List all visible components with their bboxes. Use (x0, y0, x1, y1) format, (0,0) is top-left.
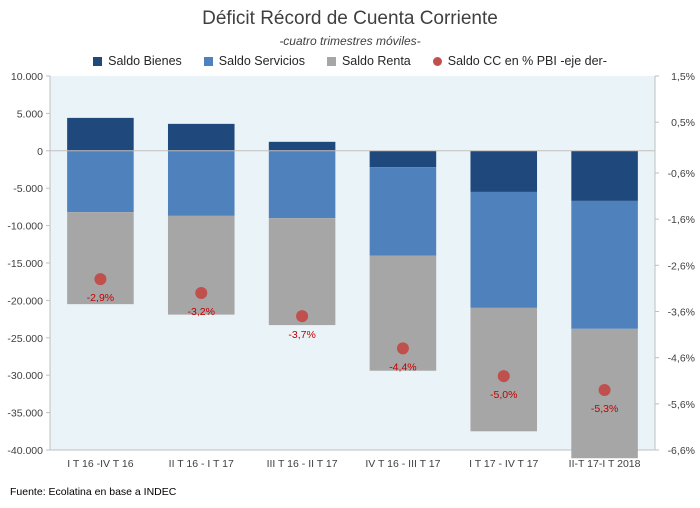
y-tick-label: -25.000 (7, 333, 43, 345)
y-tick-label: -40.000 (7, 445, 43, 457)
legend-swatch-cc (432, 56, 442, 66)
bar-saldo-servicios (571, 200, 638, 329)
y-tick-label: 0 (37, 146, 43, 158)
legend-item-saldo-bienes: Saldo Bienes (93, 54, 182, 68)
legend-label-renta: Saldo Renta (341, 54, 411, 68)
cc-point (296, 310, 309, 323)
y2-tick-label: -2,6% (668, 260, 695, 272)
legend-label-servicios: Saldo Servicios (218, 54, 305, 68)
bar-saldo-renta (167, 215, 235, 315)
legend-item-saldo-servicios: Saldo Servicios (203, 54, 305, 68)
cc-point (497, 370, 510, 383)
bar-saldo-renta (470, 307, 538, 432)
legend-item-saldo-cc: Saldo CC en % PBI -eje der- (432, 54, 607, 68)
bar-saldo-renta (268, 218, 336, 326)
cc-point (94, 273, 107, 286)
y-tick-label: -20.000 (7, 295, 43, 307)
bar-saldo-bienes (571, 150, 638, 201)
y2-tick-label: -4,6% (668, 353, 695, 365)
legend-swatch-servicios (203, 56, 213, 66)
bar-saldo-bienes (67, 117, 134, 151)
bar-saldo-servicios (470, 191, 538, 308)
bar-saldo-servicios (268, 150, 336, 219)
y2-tick-label: -5,6% (668, 399, 695, 411)
x-tick-label: II-T 17-I T 2018 (569, 458, 641, 470)
chart-title: Déficit Récord de Cuenta Corriente (202, 8, 498, 29)
y-tick-label: -35.000 (7, 408, 43, 420)
chart-subtitle: -cuatro trimestres móviles- (279, 34, 421, 48)
legend: Saldo Bienes Saldo Servicios Saldo Renta… (0, 54, 700, 68)
bar-saldo-bienes (369, 150, 437, 168)
x-tick-label: I T 17 - IV T 17 (469, 458, 538, 470)
bar-saldo-servicios (369, 167, 437, 256)
x-tick-label: I T 16 -IV T 16 (67, 458, 134, 470)
bar-saldo-servicios (167, 150, 235, 216)
y2-tick-label: 1,5% (671, 71, 695, 83)
plot-area (50, 76, 655, 450)
cc-data-label: -5,3% (591, 403, 618, 415)
legend-item-saldo-renta: Saldo Renta (326, 54, 411, 68)
y2-tick-label: -6,6% (668, 445, 695, 457)
legend-label-bienes: Saldo Bienes (108, 54, 182, 68)
y-tick-label: -5.000 (13, 183, 43, 195)
legend-swatch-bienes (93, 56, 103, 66)
x-tick-label: II T 16 - I T 17 (169, 458, 234, 470)
bar-saldo-bienes (167, 123, 235, 151)
y2-tick-label: -3,6% (668, 306, 695, 318)
y-tick-label: 5.000 (17, 108, 43, 120)
cc-data-label: -5,0% (490, 389, 517, 401)
legend-swatch-renta (326, 56, 336, 66)
y-tick-label: -30.000 (7, 370, 43, 382)
cc-data-label: -4,4% (389, 361, 416, 373)
cc-point (598, 383, 611, 396)
y-tick-label: -10.000 (7, 221, 43, 233)
bar-saldo-renta (67, 212, 134, 305)
x-tick-label: IV T 16 - III T 17 (365, 458, 440, 470)
bar-saldo-servicios (67, 150, 134, 213)
y2-tick-label: -1,6% (668, 214, 695, 226)
cc-data-label: -3,7% (288, 329, 315, 341)
bar-saldo-bienes (268, 141, 336, 151)
bar-saldo-bienes (470, 150, 538, 192)
cc-point (195, 287, 208, 300)
cc-data-label: -2,9% (87, 292, 114, 304)
y2-tick-label: 0,5% (671, 117, 695, 129)
cc-point (396, 342, 409, 355)
x-tick-label: III T 16 - II T 17 (267, 458, 338, 470)
y-tick-label: 10.000 (11, 71, 43, 83)
y-tick-label: -15.000 (7, 258, 43, 270)
legend-label-cc: Saldo CC en % PBI -eje der- (447, 54, 607, 68)
cc-data-label: -3,2% (188, 306, 215, 318)
source-note: Fuente: Ecolatina en base a INDEC (10, 486, 177, 498)
y2-tick-label: -0,6% (668, 168, 695, 180)
